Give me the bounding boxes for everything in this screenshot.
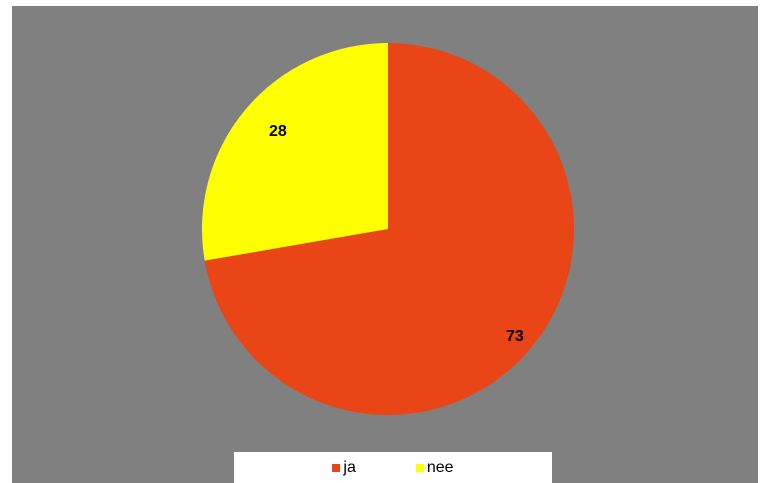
legend-item-nee: nee xyxy=(415,458,454,477)
pie-slice-ja xyxy=(204,43,575,416)
legend-swatch-ja xyxy=(332,463,341,472)
chart-area: 73 28 ja nee xyxy=(12,6,758,483)
data-label-ja: 73 xyxy=(506,328,524,345)
pie-slice-nee xyxy=(202,43,388,261)
legend-label-ja: ja xyxy=(343,458,356,476)
pie-chart: 73 28 xyxy=(202,43,575,416)
legend-item-ja: ja xyxy=(332,458,356,477)
legend-swatch-nee xyxy=(415,463,424,472)
legend: ja nee xyxy=(234,452,552,483)
legend-label-nee: nee xyxy=(426,458,454,476)
data-label-nee: 28 xyxy=(269,123,287,140)
